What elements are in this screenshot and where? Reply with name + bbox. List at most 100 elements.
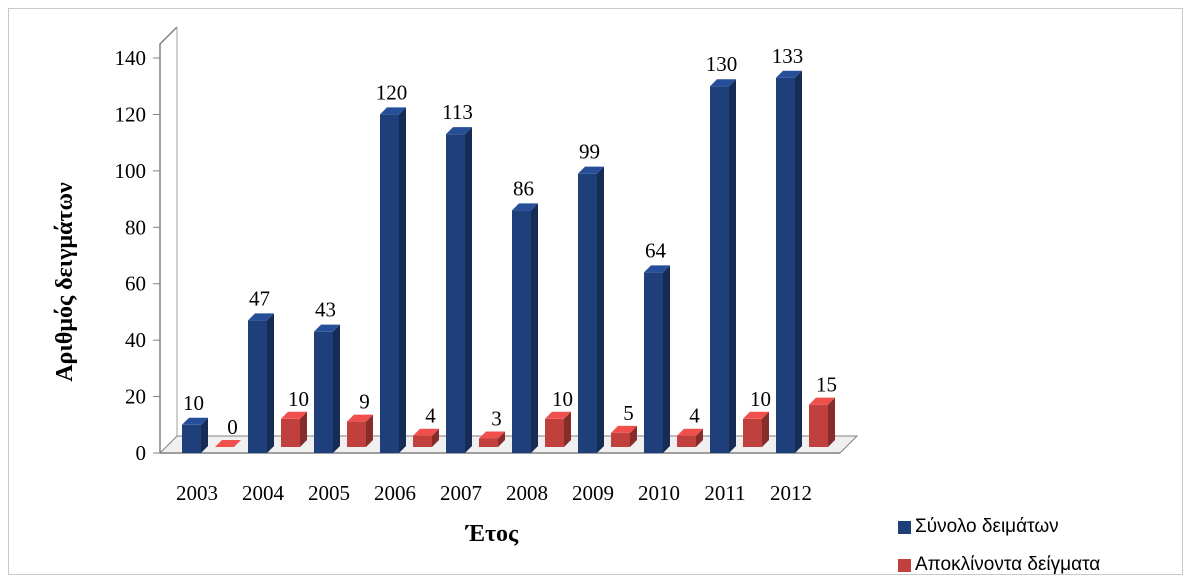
bar-deviating [479, 431, 505, 447]
bar-side-face [465, 127, 472, 453]
data-label: 86 [513, 176, 534, 200]
x-tick-labels: 2003 2004 2005 2006 2007 2008 2009 2010 2011 2012 [176, 481, 812, 505]
bar-side-face [498, 431, 505, 447]
data-label: 133 [772, 44, 804, 68]
x-tick-label: 2008 [506, 481, 548, 505]
x-tick-label: 2011 [704, 481, 745, 505]
bar-side-face [630, 425, 637, 447]
bar-deviating [215, 440, 241, 447]
x-axis-title: Έτος [465, 521, 519, 547]
bar-deviating [809, 397, 835, 447]
bar-top-face [446, 127, 472, 135]
bar-front-face [545, 418, 564, 447]
bar-deviating [413, 428, 439, 447]
bar-total [776, 70, 802, 453]
data-label: 10 [552, 387, 573, 411]
data-label: 5 [623, 401, 634, 425]
y-tick-label: 140 [115, 46, 147, 70]
data-label: 0 [227, 415, 238, 439]
bar-side-face [399, 107, 406, 453]
bar-total [578, 166, 604, 453]
legend-label-deviating: Αποκλίνοντα δείγματα [915, 554, 1101, 575]
data-label: 10 [183, 391, 204, 415]
data-label: 10 [288, 387, 309, 411]
bar-front-face [644, 272, 663, 453]
bar-total [644, 265, 670, 453]
bar-total [182, 417, 208, 453]
bar-front-face [611, 432, 630, 447]
data-label: 9 [359, 390, 370, 414]
legend: Σύνολο δειμάτων Αποκλίνοντα δείγματα [898, 508, 1100, 584]
y-tick-label: 0 [136, 441, 147, 465]
y-tick-label: 20 [125, 385, 146, 409]
y-tick-label: 40 [125, 328, 146, 352]
bar-top-face [743, 411, 769, 419]
data-label: 43 [315, 298, 336, 322]
x-tick-label: 2006 [374, 481, 416, 505]
bar-side-face [762, 411, 769, 447]
bar-front-face [578, 173, 597, 453]
bar-total [380, 107, 406, 453]
bar-side-face [531, 203, 538, 453]
data-label: 10 [750, 387, 771, 411]
bars [182, 70, 835, 453]
y-tick-label: 120 [115, 102, 147, 126]
bar-front-face [710, 86, 729, 453]
y-axis-title: Αριθμός δειγμάτων [52, 182, 78, 382]
bar-front-face [479, 438, 498, 447]
bar-side-face [201, 417, 208, 453]
y-tick-label: 60 [125, 272, 146, 296]
bar-front-face [314, 331, 333, 453]
data-label: 64 [645, 238, 667, 262]
bar-top-face [776, 70, 802, 78]
x-tick-label: 2007 [440, 481, 482, 505]
bar-top-face [545, 411, 571, 419]
x-tick-label: 2004 [242, 481, 285, 505]
bar-side-face [729, 79, 736, 453]
bar-front-face [281, 418, 300, 447]
bar-top-face [281, 411, 307, 419]
bar-front-face [413, 435, 432, 447]
bar-deviating [545, 411, 571, 447]
x-tick-label: 2012 [770, 481, 812, 505]
legend-swatch-total [898, 520, 911, 534]
bar-deviating [281, 411, 307, 447]
bar-front-face [809, 404, 828, 447]
bar-side-face [696, 428, 703, 447]
data-label: 4 [689, 404, 700, 428]
bar-side-face [267, 313, 274, 453]
bar-side-face [828, 397, 835, 447]
bar-side-face [564, 411, 571, 447]
bar-top-face [479, 431, 505, 439]
bar-side-face [663, 265, 670, 453]
bar-top-face [644, 265, 670, 273]
bar-side-face [300, 411, 307, 447]
bar-top-face [512, 203, 538, 211]
bar-top-face [248, 313, 274, 321]
bar-side-face [333, 324, 340, 453]
data-label: 3 [491, 407, 502, 431]
bar-deviating [743, 411, 769, 447]
y-tick-labels: 0 20 40 60 80 100 120 140 [115, 46, 147, 465]
x-tick-label: 2005 [308, 481, 350, 505]
legend-item-deviating: Αποκλίνοντα δείγματα [898, 546, 1100, 584]
data-label: 120 [376, 80, 408, 104]
bar-top-face [710, 79, 736, 87]
x-tick-label: 2010 [638, 481, 680, 505]
bar-top-face [215, 440, 241, 447]
legend-item-total: Σύνολο δειμάτων [898, 508, 1100, 546]
data-label: 130 [706, 52, 738, 76]
bar-top-face [578, 166, 604, 174]
bar-front-face [380, 114, 399, 453]
bar-deviating [611, 425, 637, 447]
bar-total [512, 203, 538, 453]
bar-front-face [182, 424, 201, 453]
bar-side-face [795, 70, 802, 453]
bar-top-face [611, 425, 637, 433]
bar-total [314, 324, 340, 453]
x-tick-label: 2003 [176, 481, 218, 505]
bar-top-face [413, 428, 439, 436]
bar-total [710, 79, 736, 453]
